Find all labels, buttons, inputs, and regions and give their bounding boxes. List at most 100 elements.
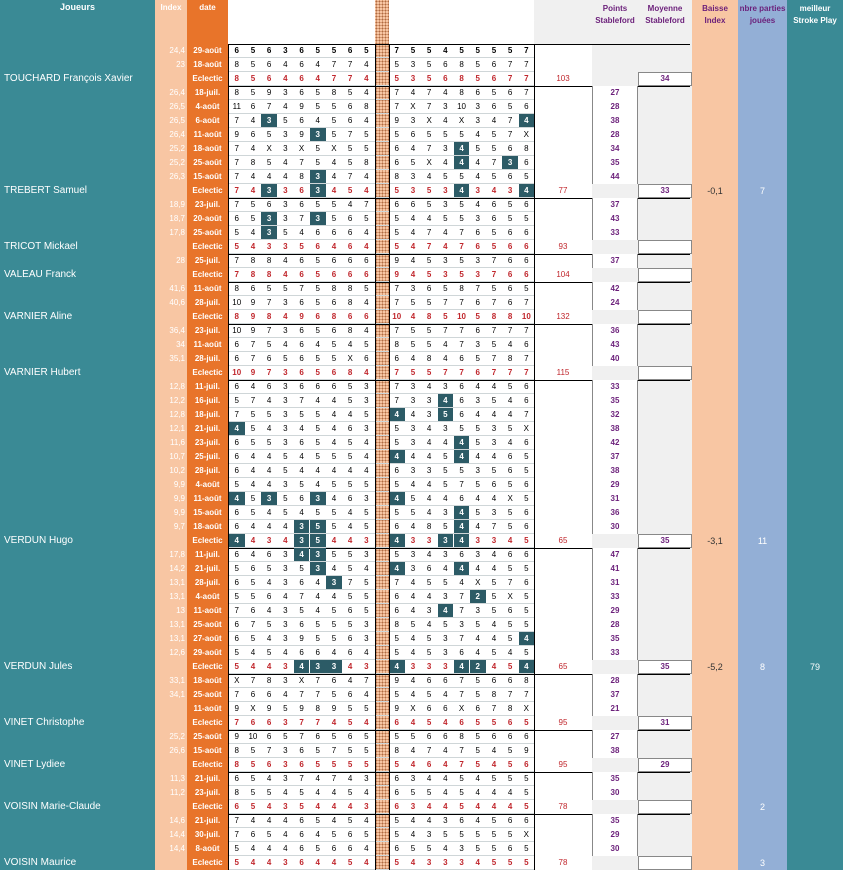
hole-score: 3 <box>283 438 288 447</box>
hole-score: 4 <box>475 788 480 797</box>
hole-score: 6 <box>234 438 239 447</box>
points-box <box>592 100 638 114</box>
hole-score: 5 <box>347 396 353 405</box>
hole-score: 7 <box>250 676 256 685</box>
points-box <box>592 576 638 590</box>
hole-score: 3 <box>443 200 448 209</box>
hole-score: 5 <box>250 592 256 601</box>
row-divider <box>228 505 534 506</box>
hole-score: 5 <box>475 438 480 447</box>
hole-score: 7 <box>459 340 464 349</box>
index-cell: 34,1 <box>169 690 185 699</box>
hole-score: 6 <box>475 368 480 377</box>
hole-score: 6 <box>459 494 464 503</box>
hole-score: 7 <box>299 214 304 223</box>
hole-score: 4 <box>347 340 353 349</box>
hole-score: 4 <box>315 578 320 587</box>
hole-score: 3 <box>475 256 480 265</box>
hole-score: 4 <box>299 466 304 475</box>
row-divider <box>228 99 534 100</box>
hole-score: 3 <box>443 592 448 601</box>
points-cell: 31 <box>610 578 620 587</box>
eclectic-row: Eclectic 6 5 4 3 5 4 4 4 3 6 3 4 4 5 4 4 4 5 78 VOISIN Marie… <box>0 800 843 814</box>
hole-score: 5 <box>394 732 399 741</box>
date-column <box>187 0 228 870</box>
baisse-column <box>692 0 738 870</box>
hole-score: 6 <box>394 788 399 797</box>
hole-score: 5 <box>507 830 513 839</box>
date-cell: Eclectic <box>192 662 223 671</box>
moyenne-cell: 35 <box>660 662 670 671</box>
hole-score: 3 <box>426 466 432 475</box>
hole-score: 7 <box>299 158 304 167</box>
hole-score: 7 <box>394 326 399 335</box>
points-box <box>592 114 638 128</box>
hole-score: 6 <box>347 116 353 125</box>
hole-score: 5 <box>491 830 497 839</box>
hole-score: 8 <box>426 312 432 321</box>
hole-score: X <box>523 830 530 839</box>
hole-score: 5 <box>459 830 464 839</box>
hole-score: 5 <box>459 256 464 265</box>
row-divider <box>228 267 534 268</box>
date-cell: Eclectic <box>192 536 223 545</box>
score-row: 13,1 25-août 6 7 5 3 6 5 5 5 3 8 5 4 5 3 5 4 5 5 28 <box>0 618 843 632</box>
par-header: par 4 <box>502 17 519 24</box>
hole-score: 3 <box>443 648 448 657</box>
hole-score: 5 <box>459 466 464 475</box>
hole-score: 4 <box>491 186 497 195</box>
hole-score: X <box>347 354 353 363</box>
points-box <box>592 786 638 800</box>
points-cell: 24 <box>610 298 620 307</box>
hole-score: 6 <box>491 74 497 83</box>
hole-score: 5 <box>299 480 304 489</box>
hole-score: 4 <box>250 186 256 195</box>
hole-score: 4 <box>364 242 369 251</box>
hole-score: 5 <box>475 74 480 83</box>
hole-score: 5 <box>410 620 416 629</box>
date-cell: 25-juil. <box>194 452 221 461</box>
hole-score: 5 <box>234 648 239 657</box>
eclectic-row: Eclectic 10 9 7 3 6 5 6 8 4 7 5 5 7 7 6 7 7 7 115 VARNIER Hu… <box>0 366 843 380</box>
hole-score: 5 <box>394 858 399 867</box>
hole-score: 4 <box>410 312 416 321</box>
hole-score: 6 <box>426 704 432 713</box>
hole-score: 5 <box>426 74 432 83</box>
score-row: 14,4 8-août 5 4 4 4 6 5 6 6 4 6 5 5 4 3 5 5 6 5 30 <box>0 842 843 856</box>
index-cell: 33,1 <box>169 676 185 685</box>
hole-header: n°18 <box>519 4 535 11</box>
index-cell: 9,9 <box>173 480 185 489</box>
row-divider <box>228 113 534 114</box>
hole-score: 8 <box>234 88 239 97</box>
date-cell: 25-août <box>193 732 222 741</box>
hole-score: 3 <box>283 760 288 769</box>
row-divider <box>228 519 534 520</box>
points-box <box>592 464 638 478</box>
hole-score: 3 <box>426 410 432 419</box>
hole-score: 7 <box>443 326 448 335</box>
date-cell: 11-août <box>193 606 222 615</box>
index-cell: 13,1 <box>169 634 185 643</box>
hole-score: 5 <box>410 298 416 307</box>
hole-score: 4 <box>283 536 288 545</box>
hole-score: 5 <box>524 620 529 629</box>
hole-score: 6 <box>524 522 529 531</box>
hole-score: 5 <box>410 158 416 167</box>
hole-score: 5 <box>475 312 480 321</box>
hole-score: 4 <box>364 690 369 699</box>
hole-score: 3 <box>261 492 277 506</box>
hole-score: 4 <box>443 46 448 55</box>
hole-score: 6 <box>250 606 256 615</box>
date-cell: 20-août <box>193 214 222 223</box>
hole-score: 4 <box>266 844 272 853</box>
hole-score: 5 <box>410 326 416 335</box>
index-cell: 41,6 <box>169 284 185 293</box>
hole-score: 4 <box>347 410 353 419</box>
hole-score: 4 <box>410 830 416 839</box>
hole-score: 5 <box>315 46 320 55</box>
hole-score: 4 <box>250 144 256 153</box>
date-cell: 18-juil. <box>194 410 221 419</box>
hole-score: 4 <box>475 382 480 391</box>
points-cell: 38 <box>610 424 620 433</box>
date-cell: Eclectic <box>192 858 223 867</box>
